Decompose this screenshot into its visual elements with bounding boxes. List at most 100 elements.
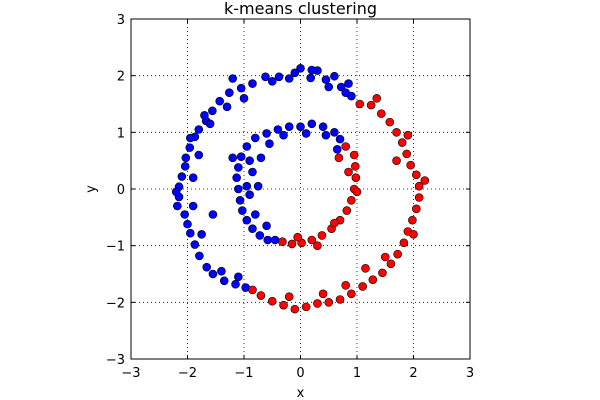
- data-point: [408, 215, 417, 225]
- data-point: [248, 224, 257, 233]
- data-point: [228, 74, 237, 83]
- data-point: [180, 162, 190, 171]
- y-tick-label: −3: [106, 353, 125, 368]
- data-point: [253, 181, 263, 191]
- data-point: [313, 241, 322, 250]
- data-point: [358, 282, 367, 291]
- x-tick-label: −1: [234, 366, 253, 381]
- data-point: [290, 304, 300, 314]
- data-point: [313, 299, 322, 308]
- data-point: [332, 145, 342, 154]
- data-point: [372, 94, 382, 103]
- data-point: [376, 109, 386, 118]
- data-point: [267, 296, 277, 306]
- data-point: [180, 210, 189, 219]
- data-point: [307, 65, 317, 75]
- data-point: [341, 281, 351, 290]
- data-point: [242, 142, 252, 151]
- data-point: [248, 285, 257, 295]
- data-point: [183, 219, 192, 229]
- data-point: [341, 88, 351, 97]
- data-point: [336, 82, 346, 92]
- data-point: [279, 300, 288, 310]
- data-point: [347, 196, 356, 205]
- data-point: [173, 201, 182, 211]
- data-point: [330, 128, 339, 137]
- data-point: [197, 230, 206, 239]
- data-point: [284, 122, 294, 131]
- data-point: [256, 153, 266, 163]
- data-point: [287, 239, 297, 249]
- x-tick-label: 1: [353, 366, 361, 381]
- data-point: [341, 142, 351, 151]
- data-point: [301, 302, 311, 312]
- data-point: [284, 74, 294, 83]
- data-point: [242, 181, 252, 191]
- data-point: [335, 134, 345, 144]
- data-point: [397, 138, 407, 147]
- data-point: [208, 106, 217, 116]
- data-point: [324, 298, 334, 307]
- data-point: [344, 167, 353, 177]
- data-point: [234, 163, 243, 172]
- data-point: [245, 156, 254, 165]
- data-point: [403, 130, 413, 140]
- data-point: [290, 68, 300, 78]
- data-point: [273, 125, 283, 134]
- data-point: [202, 262, 212, 272]
- data-points: [171, 64, 430, 314]
- data-point: [190, 240, 200, 249]
- y-tick-label: −1: [106, 240, 125, 255]
- data-point: [321, 130, 331, 140]
- data-point: [215, 96, 224, 106]
- data-point: [242, 215, 252, 225]
- data-point: [270, 235, 280, 245]
- data-point: [245, 190, 254, 199]
- grid-lines: [131, 19, 470, 359]
- data-point: [380, 252, 390, 262]
- axis-ticks: [130, 18, 471, 360]
- data-point: [239, 94, 249, 103]
- data-point: [330, 71, 339, 81]
- tick-labels: −3 −2 −1 0 1 2 3 −3 −2 −1 0 1 2 3: [106, 13, 474, 381]
- data-point: [324, 82, 334, 92]
- data-point: [234, 272, 243, 282]
- data-point: [366, 100, 376, 110]
- data-point: [342, 206, 352, 215]
- y-tick-label: 1: [117, 126, 125, 141]
- data-point: [262, 129, 271, 138]
- data-point: [321, 75, 331, 84]
- data-point: [185, 143, 195, 152]
- data-point: [186, 133, 195, 143]
- data-point: [361, 264, 370, 273]
- data-point: [255, 231, 265, 240]
- data-point: [414, 193, 424, 202]
- x-tick-label: 0: [296, 366, 304, 381]
- data-point: [208, 210, 218, 219]
- data-point: [265, 139, 274, 148]
- data-point: [318, 289, 328, 299]
- data-point: [248, 167, 257, 177]
- data-point: [406, 160, 415, 170]
- data-point: [385, 117, 395, 127]
- y-tick-label: 0: [117, 183, 125, 198]
- data-point: [392, 128, 401, 137]
- x-tick-label: 3: [466, 366, 474, 381]
- data-point: [232, 173, 241, 182]
- data-point: [171, 187, 181, 197]
- chart-title: k-means clustering: [224, 0, 377, 18]
- data-point: [219, 276, 229, 286]
- data-point: [378, 268, 387, 278]
- data-point: [263, 235, 273, 245]
- data-point: [225, 88, 234, 97]
- data-point: [412, 170, 421, 180]
- data-point: [296, 122, 305, 131]
- data-point: [349, 150, 359, 160]
- data-point: [188, 173, 198, 182]
- data-point: [194, 125, 204, 134]
- data-point: [251, 133, 260, 143]
- data-point: [274, 72, 284, 82]
- data-point: [222, 102, 232, 112]
- data-point: [386, 259, 396, 269]
